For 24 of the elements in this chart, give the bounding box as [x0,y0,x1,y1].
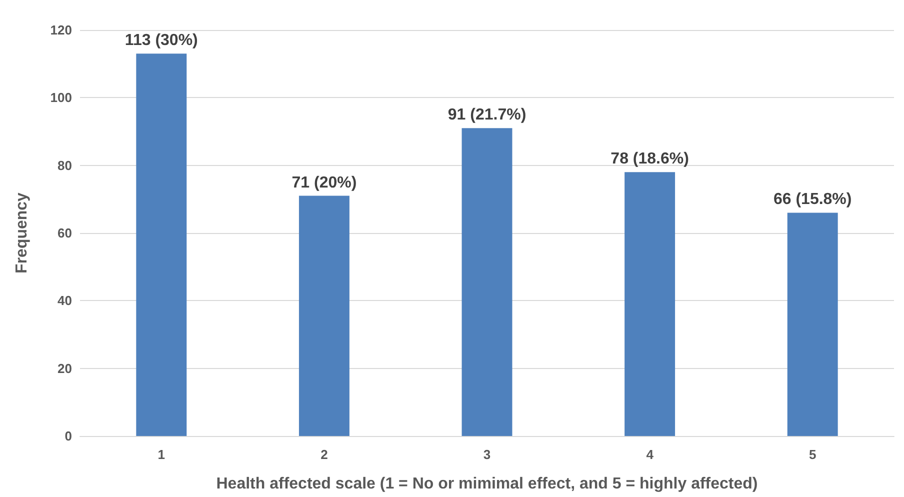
y-tick-label: 20 [58,360,72,376]
y-tick-label: 0 [64,428,72,444]
x-tick-label: 5 [808,447,816,462]
bar [298,196,350,436]
y-tick-label: 40 [58,293,72,308]
data-label: 78 (18.6%) [610,150,689,168]
data-label: 66 (15.8%) [773,191,852,208]
bar [136,54,187,436]
bar [787,212,838,436]
y-tick-label: 80 [58,158,72,173]
bar [462,128,512,436]
x-tick-label: 2 [320,447,328,462]
bar [624,172,676,436]
data-label: 71 (20%) [292,174,357,192]
y-tick-label: 100 [50,90,72,106]
x-tick-label: 1 [158,447,166,462]
y-axis-title: Frequency [14,192,30,274]
x-tick-label: 3 [483,447,491,462]
data-label: 113 (30%) [124,32,198,50]
data-label: 91 (21.7%) [448,106,526,124]
x-axis-title: Health affected scale (1 = No or mimimal effect, and 5 = highly affected) [216,476,758,492]
x-tick-label: 4 [646,447,654,462]
y-tick-label: 60 [58,226,72,240]
y-tick-label: 120 [50,22,72,38]
